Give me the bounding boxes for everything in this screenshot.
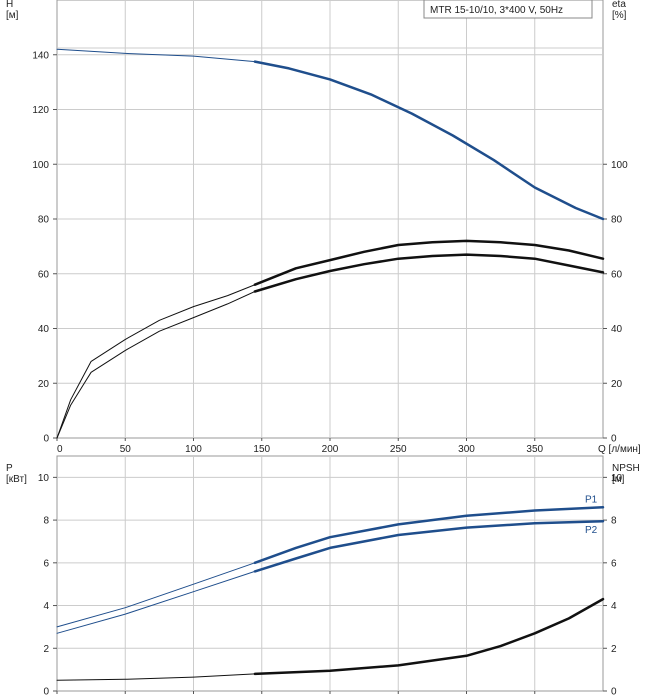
- y-left-tick-label: 0: [43, 434, 49, 445]
- x-tick-label: 100: [185, 444, 202, 455]
- y-right-tick-label: 4: [611, 601, 617, 612]
- x-tick-label: 300: [458, 444, 475, 455]
- y-right-tick-label: 100: [611, 160, 628, 171]
- power-npsh-panel: 0 2 4 6 8 10 0 2 4 6 8 10 P[кВт] NPSH[м] P1 P2: [6, 455, 640, 698]
- y-right-tick-label: 0: [611, 434, 617, 445]
- series-line-thin: [56, 562, 256, 628]
- y-left-axis-label: [м]: [6, 10, 19, 21]
- y-right-axis-label: [м]: [612, 474, 625, 485]
- y-left-tick-label: 100: [32, 160, 49, 171]
- y-left-tick-label: 80: [38, 215, 50, 226]
- top-labels: Q [л/мин] H[м] eta[%] MTR 15-10/10, 3*400 V…: [6, 0, 641, 455]
- series-line: [253, 60, 605, 221]
- series-line: [253, 253, 605, 293]
- x-tick-label: 350: [526, 444, 543, 455]
- top-grid: [56, 0, 604, 439]
- y-left-tick-label: 60: [38, 269, 50, 280]
- y-left-tick-label: 20: [38, 379, 50, 390]
- series-line: [253, 519, 605, 573]
- y-right-tick-label: 6: [611, 558, 617, 569]
- y-left-tick-label: 4: [43, 601, 49, 612]
- series-line: [253, 597, 605, 676]
- x-tick-label: 150: [253, 444, 270, 455]
- y-right-axis-label: eta: [612, 0, 626, 10]
- y-right-tick-label: 2: [611, 644, 617, 655]
- y-right-tick-label: 60: [611, 269, 623, 280]
- bottom-series: [56, 506, 605, 681]
- y-left-tick-label: 40: [38, 324, 50, 335]
- y-left-tick-label: 140: [32, 50, 49, 61]
- series-line-thin: [56, 673, 256, 681]
- y-left-tick-label: 0: [43, 687, 49, 698]
- y-left-axis-label: H: [6, 0, 13, 10]
- top-ticks: 0 20 40 60 80 100 120 140 0 20 40 60 80 100 0 50 100 150 2…: [32, 50, 628, 455]
- y-right-axis-label: NPSH: [612, 463, 640, 474]
- x-axis-label: Q [л/мин]: [598, 444, 641, 455]
- y-left-tick-label: 8: [43, 516, 49, 527]
- y-right-axis-label: [%]: [612, 10, 627, 21]
- legend-label: P2: [585, 525, 598, 536]
- series-line-thin: [56, 48, 256, 63]
- series-line-thin: [56, 284, 256, 439]
- legend-label: P1: [585, 494, 598, 505]
- series-line-thin: [56, 570, 256, 634]
- series-line-thin: [56, 291, 256, 439]
- y-left-tick-label: 2: [43, 644, 49, 655]
- y-right-tick-label: 0: [611, 687, 617, 698]
- series-line: [253, 506, 605, 565]
- y-right-tick-label: 80: [611, 215, 623, 226]
- series-line: [253, 239, 605, 286]
- y-left-tick-label: 120: [32, 105, 49, 116]
- y-right-tick-label: 40: [611, 324, 623, 335]
- title-box: [423, 0, 593, 19]
- bottom-labels: P[кВт] NPSH[м] P1 P2: [6, 463, 640, 536]
- head-efficiency-panel: 0 20 40 60 80 100 120 140 0 20 40 60 80 100 0 50 100 150 2…: [6, 0, 641, 455]
- y-right-tick-label: 10: [611, 473, 623, 484]
- x-tick-label: 0: [57, 444, 63, 455]
- x-tick-label: 50: [120, 444, 132, 455]
- y-right-tick-label: 8: [611, 516, 617, 527]
- bottom-grid: [56, 455, 604, 692]
- x-tick-label: 200: [322, 444, 339, 455]
- y-left-tick-label: 10: [38, 473, 50, 484]
- y-left-tick-label: 6: [43, 558, 49, 569]
- y-left-axis-label: [кВт]: [6, 474, 27, 485]
- chart-title: MTR 15-10/10, 3*400 V, 50Hz: [430, 5, 563, 16]
- top-series: [56, 48, 605, 439]
- y-right-tick-label: 20: [611, 379, 623, 390]
- bottom-ticks: 0 2 4 6 8 10 0 2 4 6 8 10: [38, 473, 623, 698]
- y-left-axis-label: P: [6, 463, 13, 474]
- x-tick-label: 250: [390, 444, 407, 455]
